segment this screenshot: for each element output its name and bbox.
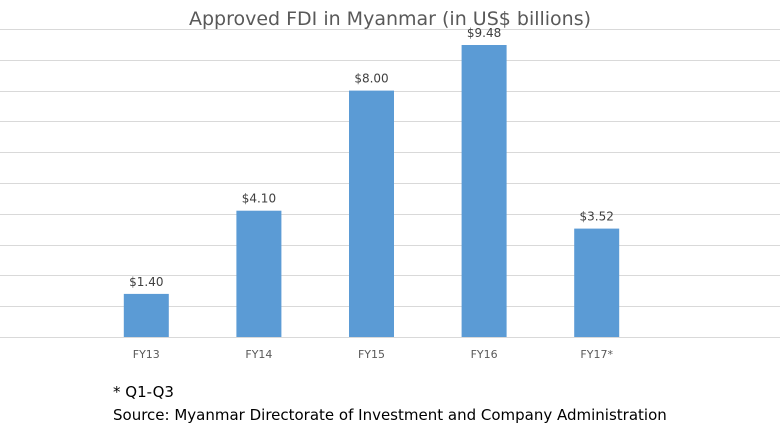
bar-fy17 (574, 228, 620, 337)
bar-fy16 (461, 45, 507, 337)
data-label: $9.48 (467, 26, 501, 40)
bar-fy13 (123, 293, 169, 337)
data-labels-group: $1.40 $4.10 $8.00 $9.48 $3.52 (129, 26, 614, 289)
x-tick-label: FY14 (245, 348, 272, 361)
chart-title: Approved FDI in Myanmar (in US$ billions… (188, 8, 592, 30)
x-tick-label: FY15 (358, 348, 385, 361)
bar-fy14 (236, 210, 282, 337)
data-label: $4.10 (242, 192, 276, 206)
data-label: $1.40 (129, 275, 163, 289)
x-tick-labels-group: FY13 FY14 FY15 FY16 FY17* (133, 348, 614, 361)
x-tick-label: FY13 (133, 348, 160, 361)
bars-group (123, 45, 620, 337)
source-note: Source: Myanmar Directorate of Investmen… (113, 406, 667, 424)
x-tick-label: FY17* (580, 348, 613, 361)
bar-fy15 (349, 90, 394, 337)
footnote: * Q1-Q3 (113, 383, 174, 401)
data-label: $3.52 (580, 210, 614, 224)
x-tick-label: FY16 (471, 348, 498, 361)
data-label: $8.00 (354, 72, 388, 86)
